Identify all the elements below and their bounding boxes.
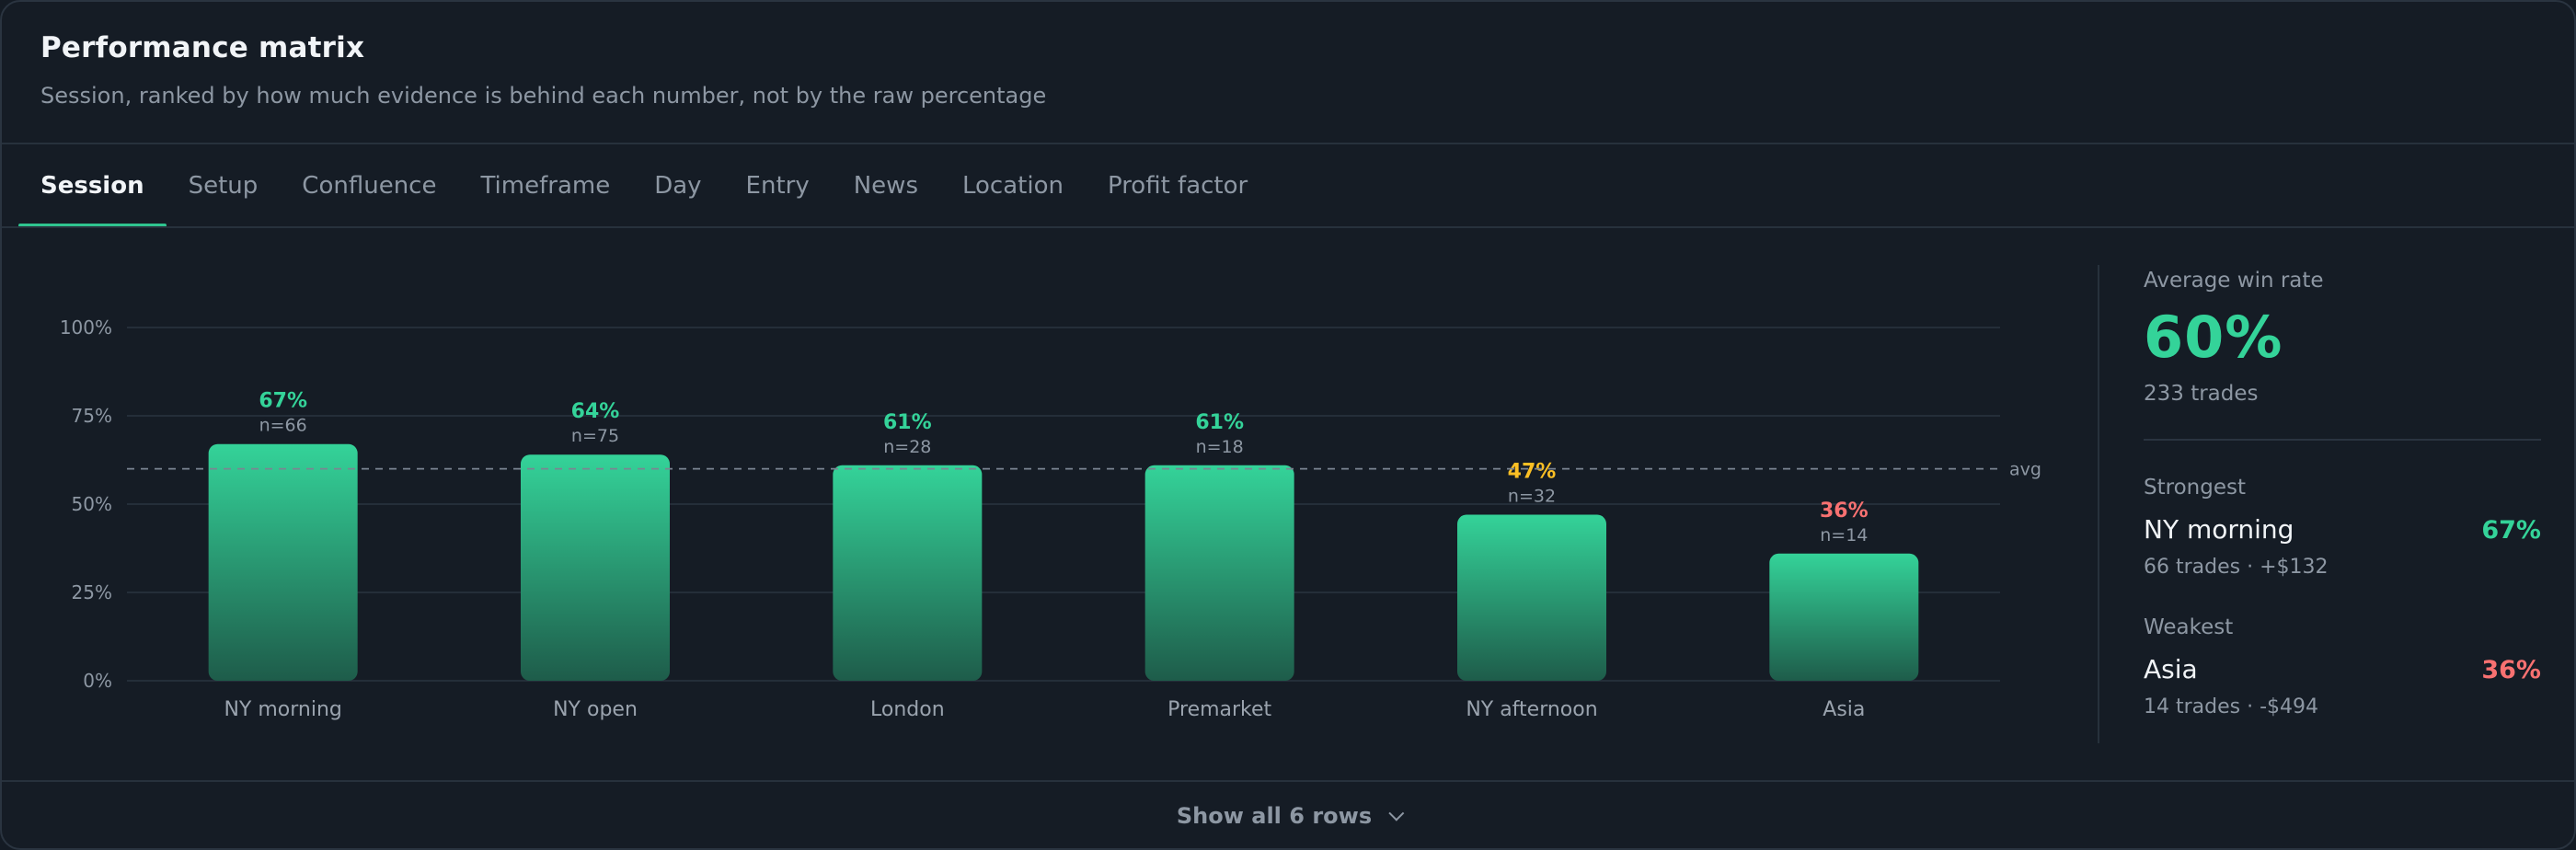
tab-entry[interactable]: Entry	[724, 144, 832, 227]
y-tick-label: 50%	[72, 493, 112, 515]
y-tick-label: 100%	[60, 316, 112, 339]
avg-win-rate-label: Average win rate	[2144, 269, 2324, 293]
summary-panel: Average win rate 60% 233 trades Stronges…	[2144, 269, 2541, 718]
tab-label: Profit factor	[1107, 172, 1248, 200]
tab-location[interactable]: Location	[940, 144, 1086, 227]
weakest-label: Weakest	[2144, 615, 2234, 639]
tab-session[interactable]: Session	[18, 144, 167, 227]
weakest-meta: 14 trades · -$494	[2144, 695, 2319, 718]
tab-label: Timeframe	[480, 172, 611, 200]
bar	[1457, 514, 1606, 681]
y-tick-label: 75%	[72, 405, 112, 427]
x-category-label: Premarket	[1167, 698, 1271, 721]
y-tick-label: 25%	[72, 581, 112, 603]
strongest-block: Strongest NY morning 67% 66 trades · +$1…	[2144, 476, 2541, 579]
avg-win-rate-value: 60%	[2144, 304, 2283, 371]
card-header: Performance matrix Session, ranked by ho…	[40, 31, 1046, 109]
footer-divider	[2, 780, 2574, 782]
x-category-label: NY open	[553, 698, 638, 721]
tab-label: Entry	[745, 172, 810, 200]
bar-sample-label: n=32	[1508, 487, 1556, 507]
weakest-row: Asia 36%	[2144, 654, 2541, 684]
bar	[208, 443, 358, 681]
tab-day[interactable]: Day	[632, 144, 723, 227]
bar-value-label: 61%	[883, 411, 932, 434]
weakest-pct: 36%	[2481, 656, 2541, 684]
tab-label: News	[853, 172, 918, 200]
tab-label: Setup	[188, 172, 259, 200]
weakest-block: Weakest Asia 36% 14 trades · -$494	[2144, 615, 2541, 718]
tab-setup[interactable]: Setup	[167, 144, 281, 227]
card-title: Performance matrix	[40, 31, 365, 64]
bar-sample-label: n=66	[259, 416, 307, 436]
strongest-row: NY morning 67%	[2144, 514, 2541, 545]
panel-separator	[2098, 265, 2099, 743]
chart-canvas: 0% 25% 50% 75% 100% 67% n=66 NY morning 64% n=75 N…	[60, 316, 2041, 721]
bar-value-label: 64%	[571, 400, 620, 423]
tab-bar: Session Setup Confluence Timeframe Day E…	[18, 144, 1270, 227]
weakest-name: Asia	[2144, 654, 2198, 684]
x-category-label: NY afternoon	[1466, 698, 1597, 721]
bar-value-label: 61%	[1195, 411, 1244, 434]
tab-label: Confluence	[302, 172, 437, 200]
bar	[1769, 553, 1919, 681]
tab-confluence[interactable]: Confluence	[280, 144, 458, 227]
x-category-label: London	[870, 698, 945, 721]
win-rate-bar-chart: 0% 25% 50% 75% 100% 67% n=66 NY morning 64% n=75 N…	[2, 232, 2081, 765]
bar-sample-label: n=14	[1820, 525, 1868, 546]
average-line-label: avg	[2009, 460, 2041, 480]
tab-label: Session	[40, 172, 144, 200]
bar-value-label: 47%	[1508, 461, 1557, 484]
tab-profit-factor[interactable]: Profit factor	[1086, 144, 1270, 227]
strongest-label: Strongest	[2144, 476, 2246, 500]
y-tick-label: 0%	[83, 670, 112, 692]
strongest-meta: 66 trades · +$132	[2144, 556, 2329, 579]
tab-timeframe[interactable]: Timeframe	[458, 144, 632, 227]
show-all-label: Show all 6 rows	[1176, 803, 1373, 829]
bar-sample-label: n=28	[883, 437, 931, 457]
tab-label: Day	[654, 172, 702, 200]
strongest-name: NY morning	[2144, 514, 2294, 545]
chevron-down-icon	[1388, 805, 1405, 821]
avg-trades-count: 233 trades	[2144, 382, 2259, 406]
header-divider	[2, 143, 2574, 144]
card-subtitle: Session, ranked by how much evidence is …	[40, 83, 1047, 109]
bar-value-label: 67%	[259, 390, 307, 413]
bar	[521, 454, 670, 681]
show-all-rows-button[interactable]: Show all 6 rows	[2, 782, 2574, 848]
summary-divider	[2144, 439, 2541, 441]
bar	[1144, 465, 1294, 681]
bar-value-label: 36%	[1820, 500, 1869, 523]
tab-news[interactable]: News	[832, 144, 940, 227]
bar-sample-label: n=18	[1196, 437, 1244, 457]
tabs-divider	[2, 226, 2574, 228]
bar-sample-label: n=75	[571, 426, 619, 446]
strongest-pct: 67%	[2481, 516, 2541, 545]
x-category-label: NY morning	[224, 698, 341, 721]
x-category-label: Asia	[1823, 698, 1865, 721]
bar	[833, 465, 983, 681]
tab-label: Location	[962, 172, 1064, 200]
